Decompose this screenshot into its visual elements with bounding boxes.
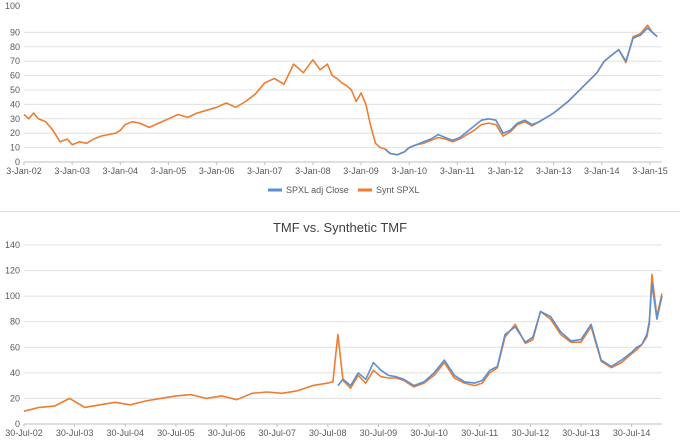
x-tick-label: 3-Jan-11 — [440, 166, 475, 176]
spxl-chart: 0 10 20 30 40 50 60 70 80 90 100 3-Jan-02 3-Jan-03 3-… — [5, 1, 668, 195]
chart-title: TMF vs. Synthetic TMF — [273, 220, 407, 235]
x-tick-label: 3-Jan-15 — [632, 166, 668, 176]
y-tick-label: 90 — [10, 27, 20, 37]
x-tick-label: 30-Jul-02 — [5, 428, 43, 438]
x-tick-label: 30-Jul-10 — [410, 428, 448, 438]
tmf-chart: TMF vs. Synthetic TMF 0 20 40 60 80 100 120 140 3… — [5, 220, 663, 438]
x-tick-label: 3-Jan-02 — [6, 166, 42, 176]
x-tick-label: 30-Jul-06 — [208, 428, 246, 438]
legend-label: SPXL adj Close — [286, 185, 349, 195]
y-tick-label: 10 — [10, 143, 20, 153]
plot-area — [23, 24, 662, 165]
y-tick-label: 80 — [10, 317, 20, 327]
y-tick-label: 100 — [5, 291, 20, 301]
x-tick-label: 3-Jan-13 — [536, 166, 572, 176]
y-tick-label: 50 — [10, 85, 20, 95]
y-tick-label: 20 — [10, 128, 20, 138]
chart-panel-tmf: TMF vs. Synthetic TMF 0 20 40 60 80 100 120 140 3… — [0, 211, 680, 441]
x-tick-label: 3-Jan-08 — [295, 166, 331, 176]
x-tick-label: 30-Jul-03 — [56, 428, 94, 438]
x-tick-label: 30-Jul-08 — [309, 428, 347, 438]
y-tick-label: 20 — [10, 393, 20, 403]
y-tick-label: 120 — [5, 266, 20, 276]
y-tick-label: 80 — [10, 42, 20, 52]
x-tick-label: 30-Jul-12 — [512, 428, 550, 438]
legend-label: Synt SPXL — [376, 185, 420, 195]
x-tick-label: 30-Jul-05 — [157, 428, 195, 438]
y-tick-label: 100 — [5, 1, 20, 11]
y-tick-label: 30 — [10, 114, 20, 124]
y-tick-label: 60 — [10, 71, 20, 81]
series-line-series-0 — [337, 282, 663, 387]
y-tick-label: 70 — [10, 56, 20, 66]
x-tick-label: 3-Jan-07 — [247, 166, 283, 176]
x-tick-label: 3-Jan-06 — [199, 166, 235, 176]
x-tick-label: 30-Jul-14 — [613, 428, 651, 438]
x-tick-label: 30-Jul-13 — [562, 428, 600, 438]
plot-area — [23, 244, 663, 427]
series-line-spxl-adj-close — [384, 27, 658, 156]
y-tick-label: 60 — [10, 342, 20, 352]
y-tick-label: 0 — [15, 419, 20, 429]
x-tick-label: 3-Jan-09 — [343, 166, 379, 176]
x-tick-label: 30-Jul-07 — [258, 428, 296, 438]
x-tick-label: 3-Jan-03 — [54, 166, 90, 176]
x-tick-label: 3-Jan-04 — [103, 166, 139, 176]
x-tick-label: 3-Jan-12 — [488, 166, 524, 176]
x-tick-label: 3-Jan-14 — [584, 166, 620, 176]
x-tick-label: 30-Jul-11 — [461, 428, 498, 438]
chart-panel-spxl: 0 10 20 30 40 50 60 70 80 90 100 3-Jan-02 3-Jan-03 3-… — [0, 0, 680, 208]
legend: SPXL adj Close Synt SPXL — [268, 185, 420, 195]
x-tick-label: 3-Jan-05 — [151, 166, 187, 176]
y-tick-label: 140 — [5, 240, 20, 250]
y-tick-label: 0 — [15, 157, 20, 167]
x-tick-label: 30-Jul-09 — [360, 428, 398, 438]
series-line-series-1 — [23, 273, 663, 412]
y-tick-label: 40 — [10, 99, 20, 109]
x-tick-label: 3-Jan-10 — [391, 166, 427, 176]
y-tick-label: 40 — [10, 368, 20, 378]
x-tick-label: 30-Jul-04 — [107, 428, 145, 438]
